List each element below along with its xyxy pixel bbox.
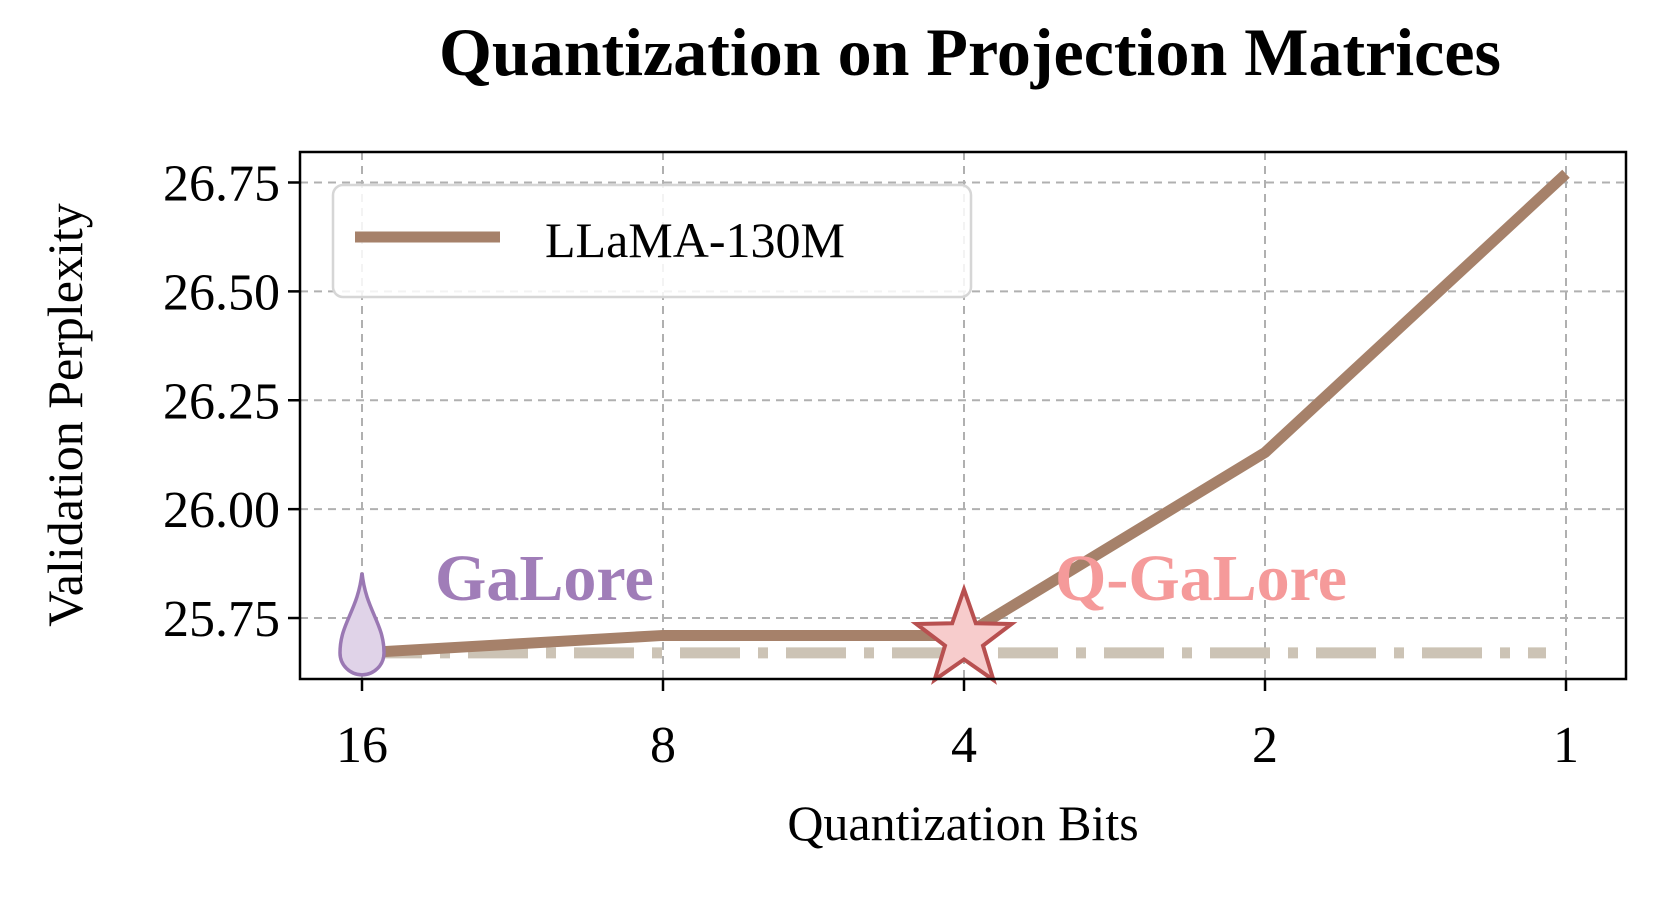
y-tick-label: 25.75	[163, 591, 280, 648]
y-tick-label: 26.25	[163, 373, 280, 430]
x-tick-label: 16	[336, 717, 388, 774]
x-axis-label: Quantization Bits	[787, 795, 1138, 851]
x-tick-label: 2	[1252, 717, 1278, 774]
galore-annotation: GaLore	[435, 542, 654, 615]
galore-droplet-marker	[338, 572, 386, 677]
x-tick-label: 4	[951, 717, 977, 774]
q-galore-star-marker	[910, 583, 1018, 685]
x-tick-label: 1	[1553, 717, 1579, 774]
legend[interactable]: LLaMA-130M	[331, 183, 973, 299]
y-tick-label: 26.00	[163, 482, 280, 539]
x-tick-label: 8	[650, 717, 676, 774]
annotation-layer: GaLore Q-GaLore	[435, 542, 1347, 615]
y-tick-label: 26.50	[163, 264, 280, 321]
y-axis-label: Validation Perplexity	[37, 203, 93, 627]
legend-label: LLaMA-130M	[545, 212, 845, 268]
y-tick-label: 26.75	[163, 155, 280, 212]
chart-title: Quantization on Projection Matrices	[439, 14, 1501, 90]
legend-box	[331, 183, 973, 299]
x-axis: 16 8 4 2 1	[336, 679, 1579, 774]
y-axis: 25.75 26.00 26.25 26.50 26.75	[163, 155, 300, 648]
marker-layer	[338, 572, 1018, 685]
q-galore-annotation: Q-GaLore	[1055, 542, 1347, 615]
